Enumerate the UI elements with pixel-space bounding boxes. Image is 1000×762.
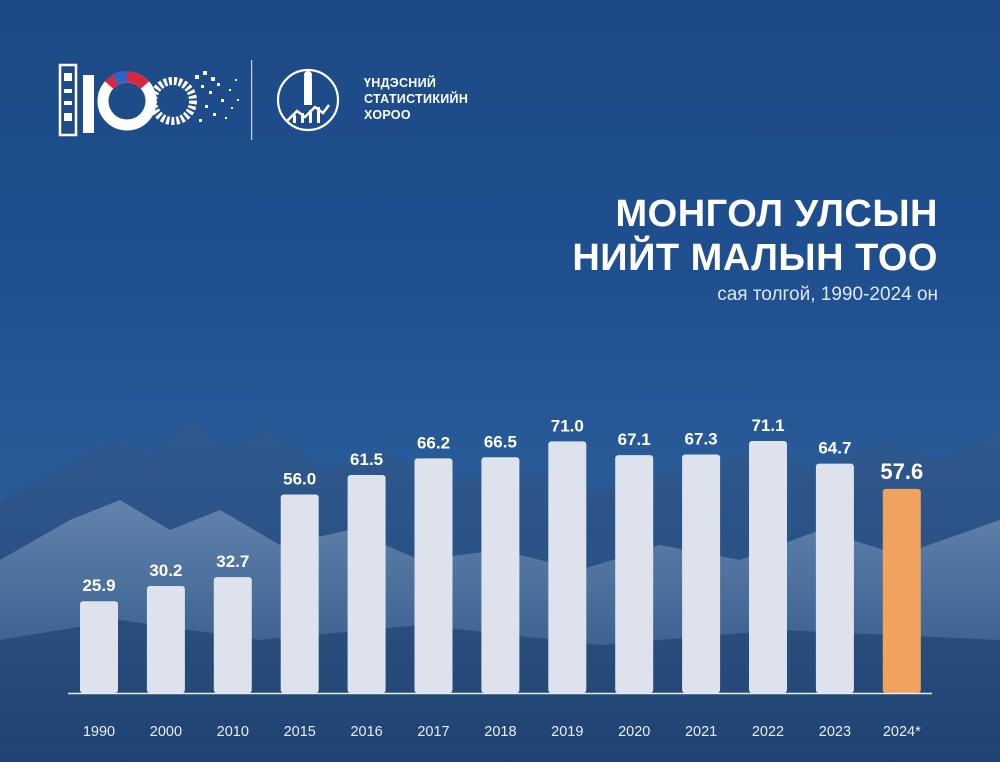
data-label: 71.1 (751, 416, 784, 435)
bar (347, 475, 386, 693)
chart-title-line: МОНГОЛ УЛСЫН (615, 193, 938, 235)
nso-emblem-icon (276, 68, 340, 132)
x-tick-label: 2024* (883, 724, 921, 740)
x-tick-label: 2015 (284, 724, 316, 740)
x-tick-label: 2000 (150, 724, 182, 740)
x-tick-label: 2018 (484, 724, 516, 740)
bar (146, 585, 185, 693)
chart-subtitle: сая толгой, 1990-2024 он (717, 284, 938, 305)
bar (882, 488, 921, 693)
bar (548, 441, 587, 693)
bar (815, 463, 854, 693)
digit-one-icon (83, 75, 94, 133)
data-label: 64.7 (818, 439, 851, 458)
chart-title: МОНГОЛ УЛСЫН НИЙТ МАЛЫН ТОО (572, 192, 938, 280)
data-label: 71.0 (551, 416, 584, 435)
bar (682, 454, 721, 693)
org-name-line: СТАТИСТИКИЙН (364, 92, 469, 106)
data-label: 66.5 (484, 432, 517, 451)
x-tick-label: 2023 (819, 724, 851, 740)
bar (414, 458, 453, 693)
data-label: 25.9 (82, 576, 115, 595)
centennial-logo (58, 60, 340, 140)
bar (213, 577, 252, 693)
x-tick-label: 2020 (618, 724, 650, 740)
data-label: 56.0 (283, 470, 316, 489)
data-label: 61.5 (350, 450, 383, 469)
data-label: 30.2 (149, 561, 182, 580)
bar (80, 601, 118, 693)
x-tick-label: 2022 (752, 724, 784, 740)
org-name: ҮНДЭСНИЙ СТАТИСТИКИЙН ХОРОО (364, 75, 468, 123)
data-label: 57.6 (880, 459, 923, 484)
bar (280, 494, 319, 693)
logo-area (55, 55, 495, 145)
emblem-icon (58, 63, 78, 137)
x-tick-label: 2010 (217, 724, 249, 740)
x-tick-label: 1990 (83, 724, 115, 740)
data-label: 67.1 (618, 430, 651, 449)
data-label: 32.7 (216, 552, 249, 571)
x-tick-label: 2019 (551, 724, 583, 740)
x-tick-label: 2017 (417, 724, 449, 740)
org-name-line: ҮНДЭСНИЙ (364, 76, 437, 90)
chart-title-line: НИЙТ МАЛЫН ТОО (572, 237, 938, 279)
data-label: 67.3 (685, 429, 718, 448)
x-tick-label: 2021 (685, 724, 717, 740)
bar (749, 441, 787, 693)
org-name-line: ХОРОО (364, 108, 411, 122)
bar (481, 457, 520, 693)
bar (615, 455, 654, 693)
data-label: 66.2 (417, 433, 450, 452)
pixel-infinity-icon (149, 71, 239, 125)
x-tick-label: 2016 (350, 724, 382, 740)
